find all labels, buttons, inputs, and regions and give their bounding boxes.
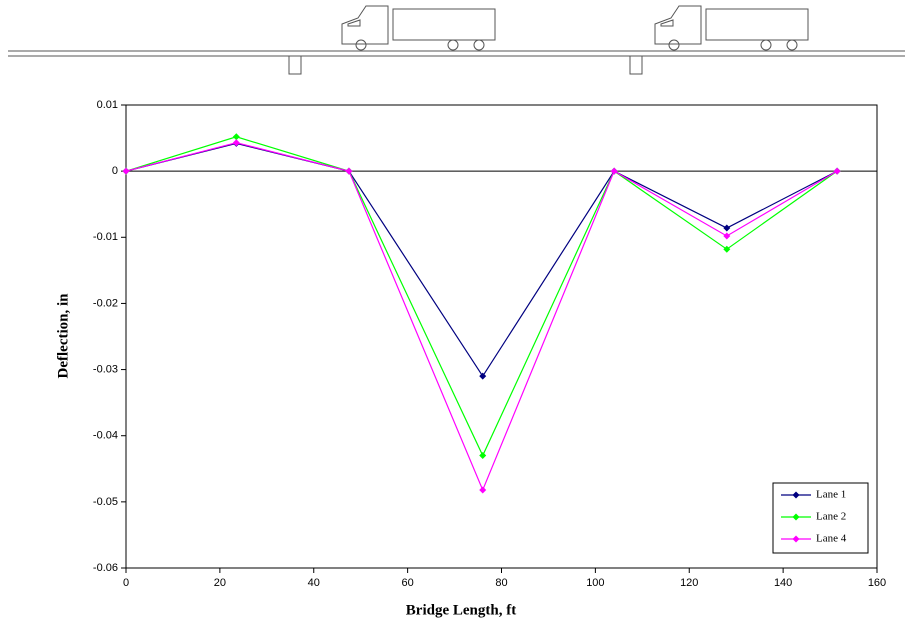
legend-marker: [792, 535, 800, 543]
data-point: [833, 167, 841, 175]
data-point: [122, 167, 130, 175]
plot-area: [125, 104, 878, 569]
legend-label: Lane 2: [816, 511, 846, 523]
data-point: [610, 167, 618, 175]
legend-marker: [792, 491, 800, 499]
data-point: [479, 452, 487, 460]
x-tick-label: 120: [680, 577, 698, 589]
x-tick-label: 20: [214, 577, 226, 589]
data-point: [345, 167, 353, 175]
bridge-illustration: [8, 5, 905, 75]
series-line: [125, 142, 838, 378]
x-tick-label: 140: [774, 577, 792, 589]
y-tick-label: -0.06: [93, 562, 118, 574]
legend-marker: [792, 513, 800, 521]
data-point: [723, 224, 731, 232]
data-point: [723, 232, 731, 240]
y-tick-label: -0.04: [93, 430, 118, 442]
data-point: [232, 139, 240, 147]
y-tick-label: 0.01: [97, 99, 118, 111]
y-tick-label: -0.05: [93, 496, 118, 508]
y-tick-label: 0: [112, 165, 118, 177]
x-tick-label: 0: [123, 577, 129, 589]
x-axis-label: Bridge Length, ft: [406, 602, 516, 618]
series-line: [125, 142, 838, 492]
legend: Lane 1 Lane 2 Lane 4: [772, 482, 869, 554]
x-tick-label: 80: [495, 577, 507, 589]
y-tick-label: -0.02: [93, 297, 118, 309]
legend-label: Lane 1: [816, 489, 846, 501]
series-line: [125, 136, 838, 457]
x-tick-label: 100: [586, 577, 604, 589]
y-axis-label: Deflection, in: [55, 293, 71, 379]
data-point: [232, 133, 240, 141]
y-tick-label: -0.03: [93, 363, 118, 375]
data-point: [479, 486, 487, 494]
data-point: [723, 245, 731, 253]
y-tick-label: -0.01: [93, 231, 118, 243]
x-tick-label: 40: [308, 577, 320, 589]
x-tick-label: 60: [402, 577, 414, 589]
data-point: [479, 372, 487, 380]
legend-label: Lane 4: [816, 533, 847, 545]
x-tick-label: 160: [868, 577, 886, 589]
